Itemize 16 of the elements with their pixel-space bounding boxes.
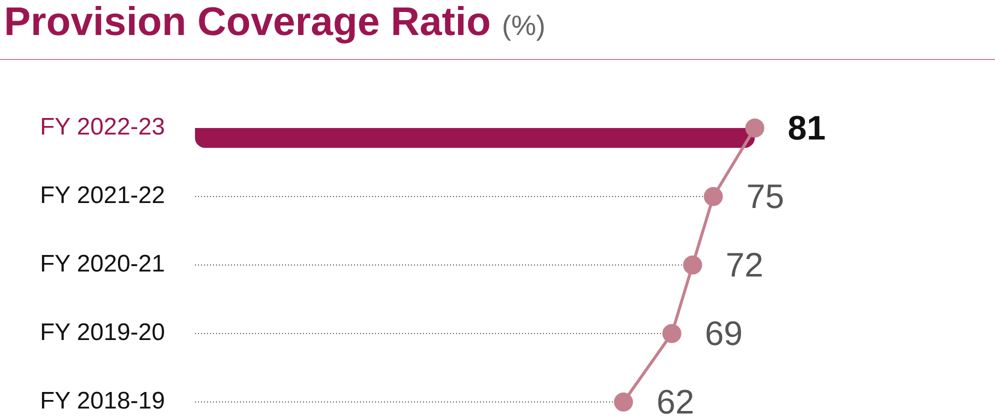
data-label: 69 bbox=[704, 314, 743, 353]
y-tick-label: FY 2022-23 bbox=[40, 114, 165, 141]
data-label: 75 bbox=[746, 178, 784, 216]
y-tick-label: FY 2019-20 bbox=[40, 319, 165, 346]
data-label: 72 bbox=[726, 246, 764, 284]
chart-title: Provision Coverage Ratio (%) bbox=[4, 0, 546, 45]
y-tick-label: FY 2018-19 bbox=[40, 388, 165, 415]
point bbox=[745, 118, 764, 138]
point bbox=[614, 392, 633, 412]
y-tick-label: FY 2021-22 bbox=[40, 182, 165, 210]
point bbox=[683, 256, 702, 274]
point bbox=[704, 187, 723, 206]
y-tick-label: FY 2020-21 bbox=[40, 250, 165, 278]
point bbox=[662, 324, 682, 343]
data-label: 62 bbox=[656, 383, 694, 419]
data-label: 81 bbox=[788, 109, 826, 148]
